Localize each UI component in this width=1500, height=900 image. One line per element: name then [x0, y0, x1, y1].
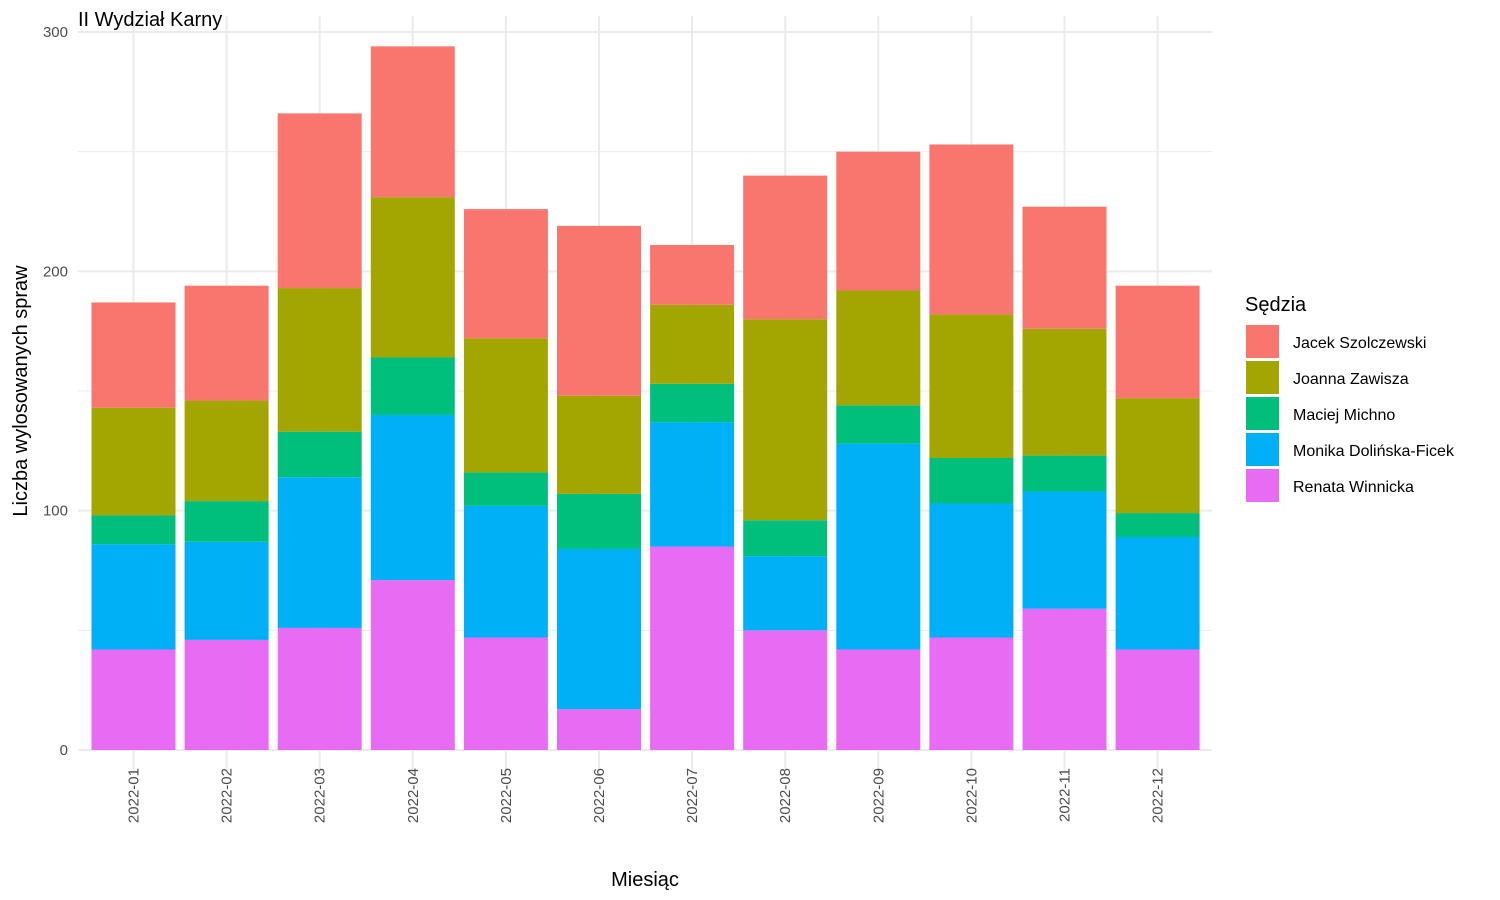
- bar-segment-joanna-zawisza: [929, 314, 1014, 459]
- bars: [91, 46, 1200, 750]
- x-tick-label: 2022-08: [777, 768, 794, 823]
- legend-label-joanna-zawisza: Joanna Zawisza: [1293, 371, 1409, 388]
- legend-label-renata-winnicka: Renata Winnicka: [1293, 479, 1414, 496]
- x-axis-ticks: 2022-01 2022-02 2022-03 2022-04 2022-05 2022-…: [126, 768, 1167, 823]
- y-tick-label: 100: [43, 503, 68, 520]
- bar-segment-monika-doli-ska-ficek: [463, 505, 548, 638]
- bar-segment-renata-winnicka: [370, 580, 455, 750]
- y-axis-ticks: 0 100 200 300: [43, 24, 68, 759]
- bar-segment-maciej-michno: [1022, 455, 1107, 492]
- x-tick-label: 2022-01: [126, 768, 143, 823]
- bar-segment-joanna-zawisza: [277, 288, 362, 432]
- bar-segment-jacek-szolczewski: [1022, 206, 1107, 329]
- legend-items: Jacek Szolczewski Joanna Zawisza Maciej Mi…: [1246, 325, 1455, 502]
- bar-segment-monika-doli-ska-ficek: [650, 422, 735, 547]
- bar-segment-joanna-zawisza: [557, 395, 641, 494]
- x-tick-label: 2022-09: [870, 768, 887, 823]
- legend-label-jacek-szolczewski: Jacek Szolczewski: [1293, 335, 1426, 352]
- bar-segment-jacek-szolczewski: [836, 151, 921, 291]
- bar-segment-renata-winnicka: [557, 709, 641, 750]
- legend-swatch-maciej-michno: [1246, 397, 1279, 430]
- bar-segment-joanna-zawisza: [650, 304, 735, 384]
- y-tick-label: 0: [60, 742, 68, 759]
- y-axis-title: Liczba wylosowanych spraw: [10, 265, 32, 517]
- bar-segment-maciej-michno: [1115, 513, 1200, 537]
- bar-segment-monika-doli-ska-ficek: [1022, 491, 1107, 609]
- bar-segment-monika-doli-ska-ficek: [184, 541, 269, 640]
- x-tick-label: 2022-12: [1150, 768, 1167, 823]
- y-tick-label: 300: [43, 24, 68, 41]
- legend-title: Sędzia: [1245, 294, 1307, 316]
- bar-segment-renata-winnicka: [836, 649, 921, 750]
- bar-segment-jacek-szolczewski: [184, 285, 269, 401]
- bar-segment-maciej-michno: [743, 520, 828, 557]
- bar-segment-maciej-michno: [650, 383, 735, 423]
- bar-segment-monika-doli-ska-ficek: [929, 503, 1014, 638]
- legend: Sędzia Jacek Szolczewski Joanna Zawisza Ma…: [1245, 294, 1455, 502]
- x-tick-label: 2022-11: [1057, 768, 1074, 822]
- bar-segment-monika-doli-ska-ficek: [277, 477, 362, 628]
- bar-segment-maciej-michno: [184, 501, 269, 542]
- legend-swatch-joanna-zawisza: [1246, 361, 1279, 394]
- bar-segment-jacek-szolczewski: [557, 225, 641, 396]
- bar-segment-renata-winnicka: [1115, 649, 1200, 750]
- legend-label-maciej-michno: Maciej Michno: [1293, 407, 1395, 424]
- bar-segment-jacek-szolczewski: [929, 144, 1014, 315]
- bar-segment-jacek-szolczewski: [650, 245, 735, 305]
- bar-segment-joanna-zawisza: [836, 290, 921, 406]
- bar-segment-joanna-zawisza: [463, 338, 548, 473]
- bar-segment-monika-doli-ska-ficek: [743, 556, 828, 631]
- bar-segment-monika-doli-ska-ficek: [557, 548, 641, 710]
- chart-title: II Wydział Karny: [78, 9, 222, 31]
- x-tick-label: 2022-05: [498, 768, 515, 823]
- bar-segment-renata-winnicka: [277, 627, 362, 750]
- bar-segment-joanna-zawisza: [1115, 398, 1200, 514]
- bar-segment-monika-doli-ska-ficek: [1115, 536, 1200, 650]
- x-axis-title: Miesiąc: [611, 869, 679, 891]
- bar-segment-renata-winnicka: [91, 649, 176, 750]
- bar-segment-maciej-michno: [836, 405, 921, 444]
- legend-swatch-renata-winnicka: [1246, 469, 1279, 502]
- bar-segment-renata-winnicka: [463, 637, 548, 750]
- y-tick-label: 200: [43, 263, 68, 280]
- bar-segment-maciej-michno: [277, 431, 362, 478]
- x-tick-label: 2022-07: [684, 768, 701, 823]
- bar-segment-joanna-zawisza: [91, 407, 176, 516]
- bar-segment-maciej-michno: [463, 472, 548, 506]
- x-tick-label: 2022-03: [312, 768, 329, 823]
- bar-segment-maciej-michno: [557, 493, 641, 549]
- bar-segment-joanna-zawisza: [743, 319, 828, 521]
- bar-segment-jacek-szolczewski: [743, 175, 828, 320]
- bar-segment-renata-winnicka: [184, 639, 269, 750]
- bar-segment-maciej-michno: [929, 458, 1014, 504]
- bar-segment-maciej-michno: [370, 357, 455, 415]
- bar-segment-maciej-michno: [91, 515, 176, 545]
- bar-segment-jacek-szolczewski: [91, 302, 176, 408]
- bar-segment-monika-doli-ska-ficek: [91, 544, 176, 650]
- legend-swatch-jacek-szolczewski: [1246, 325, 1279, 358]
- bar-segment-jacek-szolczewski: [463, 209, 548, 339]
- bar-segment-renata-winnicka: [743, 630, 828, 750]
- x-tick-label: 2022-10: [963, 768, 980, 823]
- bar-segment-renata-winnicka: [650, 546, 735, 750]
- bar-segment-monika-doli-ska-ficek: [836, 443, 921, 650]
- bar-segment-renata-winnicka: [1022, 608, 1107, 750]
- bar-segment-jacek-szolczewski: [1115, 285, 1200, 399]
- bar-segment-joanna-zawisza: [370, 197, 455, 358]
- x-tick-label: 2022-02: [219, 768, 236, 823]
- bar-segment-monika-doli-ska-ficek: [370, 414, 455, 581]
- bar-segment-renata-winnicka: [929, 637, 1014, 750]
- bar-segment-jacek-szolczewski: [370, 46, 455, 198]
- bar-segment-joanna-zawisza: [1022, 328, 1107, 456]
- bar-segment-joanna-zawisza: [184, 400, 269, 502]
- legend-label-monika-doli-ska-ficek: Monika Dolińska-Ficek: [1293, 443, 1455, 460]
- x-tick-label: 2022-04: [405, 768, 422, 823]
- bar-segment-jacek-szolczewski: [277, 113, 362, 289]
- x-tick-label: 2022-06: [591, 768, 608, 823]
- legend-swatch-monika-doli-ska-ficek: [1246, 433, 1279, 466]
